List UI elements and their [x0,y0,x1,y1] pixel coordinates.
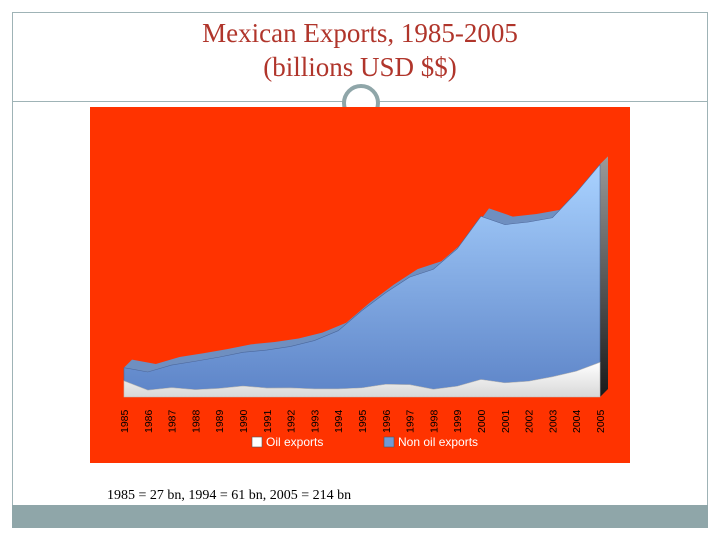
legend-non-oil: Non oil exports [383,435,478,449]
x-tick-label: 1999 [452,409,464,433]
x-tick-label: 2005 [595,409,607,433]
x-tick-label: 1995 [357,409,369,433]
x-tick-label: 1993 [309,409,321,433]
chart-side-face [600,156,608,397]
x-tick-label: 1990 [238,409,250,433]
legend-non-oil-label: Non oil exports [398,435,478,449]
x-tick-label: 2001 [500,409,512,433]
legend-oil-label: Oil exports [266,435,323,449]
title-line-2: (billions USD $$) [263,52,457,82]
chart-container: 1985 1986 1987 1988 1989 1990 1991 1992 1993 1994… [90,107,630,463]
x-tick-label: 1985 [119,409,131,433]
x-tick-label: 1991 [262,409,274,433]
x-tick-label: 2004 [571,409,583,433]
export-area-chart: 1985 1986 1987 1988 1989 1990 1991 1992 1993 1994… [90,107,630,463]
legend-oil-swatch [251,436,263,448]
x-tick-label: 1992 [286,409,298,433]
x-tick-label: 1997 [405,409,417,433]
x-tick-label: 1989 [214,409,226,433]
x-tick-label: 1996 [381,409,393,433]
title-line-1: Mexican Exports, 1985-2005 [202,18,518,48]
x-tick-label: 1994 [333,409,345,433]
x-tick-label: 1988 [190,409,202,433]
x-tick-label: 1998 [428,409,440,433]
x-tick-label: 1986 [143,409,155,433]
legend-non-oil-swatch [383,436,395,448]
x-tick-label: 2000 [476,409,488,433]
caption-text: 1985 = 27 bn, 1994 = 61 bn, 2005 = 214 b… [107,488,352,503]
x-tick-label: 1987 [167,409,179,433]
legend-oil: Oil exports [251,435,323,449]
bottom-accent-bar [12,505,708,528]
slide-title: Mexican Exports, 1985-2005 (billions USD… [12,16,708,84]
x-tick-label: 2003 [547,409,559,433]
oil-exports-area [123,361,601,398]
x-tick-label: 2002 [524,409,536,433]
